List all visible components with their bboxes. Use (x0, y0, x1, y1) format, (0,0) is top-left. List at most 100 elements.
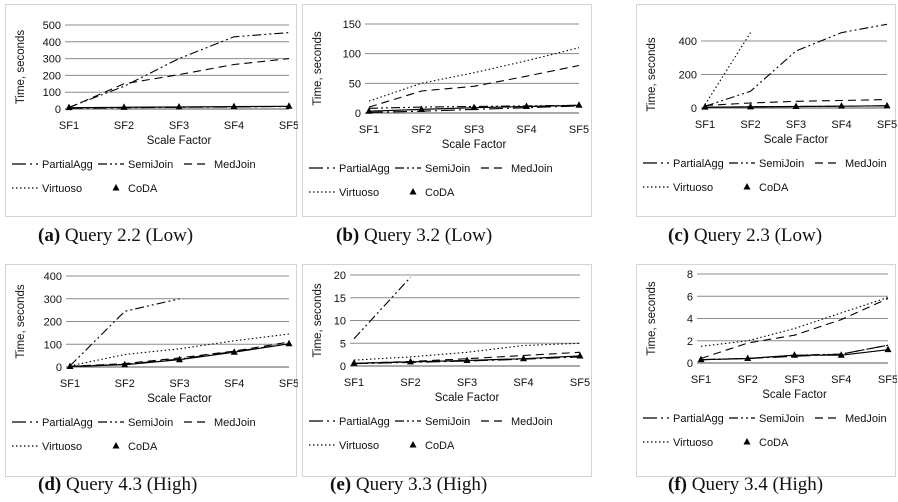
y-tick-label: 0 (340, 361, 346, 373)
legend-label: CoDA (759, 437, 789, 449)
x-axis-label: Scale Factor (147, 393, 212, 405)
coda-point (463, 356, 471, 364)
x-tick-label: SF1 (344, 377, 364, 389)
legend-swatch (743, 438, 751, 445)
x-tick-label: SF4 (224, 378, 244, 390)
legend-item-virtuoso: Virtuoso (309, 440, 379, 452)
legend-item-semijoin: SemiJoin (395, 416, 470, 428)
chart-panel-2: 0 50 100 150 SF1 SF2 SF3 SF4 SF5 Scale Factor Time… (302, 4, 592, 217)
chart-panel-6: 0 2 4 6 8 SF1 SF2 SF3 SF4 SF5 Scale Factor Time, se… (636, 264, 898, 477)
chart-panel-3: 0 200 400 SF1 SF2 SF3 SF4 SF5 Scale Factor Time, … (636, 4, 897, 217)
legend-label: MedJoin (845, 413, 887, 425)
chart-svg: 0 100 200 300 400 SF1 SF2 SF3 SF4 SF5 Scale Factor… (12, 271, 299, 453)
legend-swatch (112, 442, 120, 449)
legend-label: CoDA (759, 182, 789, 194)
legend-label: MedJoin (511, 416, 553, 428)
y-axis-label: Time, seconds (15, 30, 27, 105)
legend-label: SemiJoin (425, 416, 470, 428)
x-tick-label: SF4 (831, 374, 851, 386)
caption-text: Query 3.2 (Low) (359, 225, 493, 246)
caption-text: Query 2.3 (Low) (689, 225, 823, 246)
legend-label: Virtuoso (339, 440, 379, 452)
series-line-virtuoso (368, 47, 580, 102)
x-tick-label: SF5 (279, 120, 298, 132)
legend-item-virtuoso: Virtuoso (12, 183, 82, 195)
legend-item-virtuoso: Virtuoso (309, 187, 379, 199)
coda-point (176, 355, 183, 363)
coda-point (744, 354, 752, 362)
x-tick-label: SF5 (877, 119, 897, 131)
legend-item-partialagg: PartialAgg (643, 413, 724, 425)
x-tick-label: SF3 (784, 374, 804, 386)
legend-label: PartialAgg (339, 416, 390, 428)
x-tick-label: SF3 (169, 120, 189, 132)
x-tick-label: SF4 (516, 124, 536, 136)
legend-label: MedJoin (511, 163, 553, 175)
legend-swatch (409, 188, 417, 195)
legend-item-partialagg: PartialAgg (309, 416, 390, 428)
y-tick-label: 300 (43, 54, 61, 66)
x-tick-label: SF2 (114, 120, 134, 132)
legend-label: CoDA (128, 183, 158, 195)
series-line-medjoin (700, 297, 889, 360)
legend-item-coda: CoDA (743, 182, 789, 194)
legend-swatch (409, 441, 417, 448)
legend-item-virtuoso: Virtuoso (12, 441, 82, 453)
x-axis-label: Scale Factor (147, 135, 212, 147)
x-tick-label: SF3 (169, 378, 189, 390)
coda-point (575, 101, 583, 108)
caption-letter: (b) (336, 225, 360, 246)
coda-point (697, 355, 705, 363)
y-tick-label: 200 (43, 70, 61, 82)
coda-point (523, 102, 530, 109)
legend-item-virtuoso: Virtuoso (643, 437, 713, 449)
legend-item-coda: CoDA (743, 437, 789, 449)
y-tick-label: 400 (679, 36, 697, 48)
coda-point (520, 354, 527, 362)
y-tick-label: 20 (334, 270, 346, 282)
coda-point (66, 362, 74, 370)
x-tick-label: SF2 (738, 374, 758, 386)
x-tick-label: SF1 (359, 124, 379, 136)
caption-letter: (f) (668, 474, 687, 495)
legend-label: MedJoin (214, 159, 256, 171)
legend-label: CoDA (128, 441, 158, 453)
chart-svg: 0 5 10 15 20 SF1 SF2 SF3 SF4 SF5 Scale Factor Time,… (309, 270, 590, 452)
series-line-medjoin (353, 351, 581, 364)
series-line-virtuoso (69, 333, 290, 367)
y-tick-label: 400 (43, 37, 61, 49)
legend-item-partialagg: PartialAgg (12, 159, 93, 171)
legend-label: CoDA (425, 440, 455, 452)
legend-label: Virtuoso (339, 187, 379, 199)
coda-point (120, 103, 128, 110)
x-tick-label: SF3 (464, 124, 484, 136)
y-tick-label: 6 (687, 291, 693, 303)
x-tick-label: SF3 (457, 377, 477, 389)
coda-point (838, 102, 845, 109)
legend-label: PartialAgg (42, 159, 93, 171)
legend-item-partialagg: PartialAgg (309, 163, 390, 175)
legend-item-semijoin: SemiJoin (395, 163, 470, 175)
legend-item-semijoin: SemiJoin (729, 413, 804, 425)
x-tick-label: SF1 (60, 378, 80, 390)
y-tick-label: 100 (43, 87, 61, 99)
legend-label: Virtuoso (42, 183, 82, 195)
x-tick-label: SF3 (786, 119, 806, 131)
legend-label: SemiJoin (759, 413, 804, 425)
series-line-semijoin (353, 276, 411, 340)
legend-label: CoDA (425, 187, 455, 199)
coda-point (883, 101, 891, 109)
coda-point (230, 348, 238, 355)
legend-item-coda: CoDA (409, 187, 455, 199)
coda-point (285, 102, 293, 109)
x-axis-label: Scale Factor (442, 139, 507, 151)
series-line-virtuoso (700, 296, 889, 347)
legend-label: MedJoin (845, 158, 887, 170)
coda-point (576, 351, 584, 359)
legend-label: Virtuoso (42, 441, 82, 453)
panel-caption: (c) Query 2.3 (Low) (668, 225, 822, 247)
legend-item-medjoin: MedJoin (815, 158, 887, 170)
y-axis-label: Time, seconds (646, 281, 658, 356)
coda-point (470, 103, 478, 111)
legend-item-semijoin: SemiJoin (729, 158, 804, 170)
